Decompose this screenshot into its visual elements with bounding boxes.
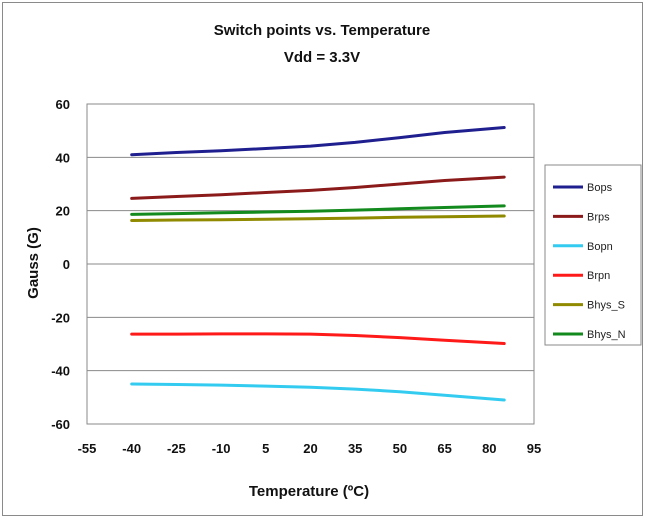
y-tick-label: 20 [56,204,70,219]
y-tick-label: 0 [63,257,70,272]
x-tick-labels: -55 -40 -25 -10 5 20 35 50 65 80 95 [78,441,542,456]
y-tick-label: -40 [51,364,70,379]
series-line-bhys-n [130,204,506,216]
legend-label: Brpn [587,270,610,282]
x-tick-label: 80 [482,441,496,456]
y-tick-label: 60 [56,97,70,112]
x-tick-label: 95 [527,441,541,456]
legend-label: Bopn [587,241,613,253]
y-tick-label: 40 [56,150,70,165]
x-tick-label: 20 [303,441,317,456]
x-tick-label: -55 [78,441,97,456]
x-tick-label: 65 [437,441,451,456]
x-tick-label: -10 [212,441,231,456]
x-tick-label: 35 [348,441,362,456]
series-line-brps [130,175,506,200]
legend-box [544,164,642,346]
legend-label: Bops [587,182,613,194]
y-axis-label: Gauss (G) [25,227,42,299]
legend: Bops Brps Bopn Brpn Bhys_S Bhys_N [553,182,626,341]
series-line-brpn [130,332,506,345]
y-tick-label: -60 [51,417,70,432]
x-axis-label: Temperature (ºC) [249,483,369,500]
legend-label: Brps [587,211,610,223]
chart-subtitle: Vdd = 3.3V [284,49,360,66]
chart-title: Switch points vs. Temperature [214,22,430,39]
y-tick-labels: 60 40 20 0 -20 -40 -60 [51,97,70,432]
y-tick-label: -20 [51,310,70,325]
legend-label: Bhys_N [587,329,626,341]
series-line-bops [130,126,506,157]
x-tick-label: -25 [167,441,186,456]
series-line-bhys-s [130,214,506,222]
x-tick-label: -40 [122,441,141,456]
x-tick-label: 50 [393,441,407,456]
x-tick-label: 5 [262,441,269,456]
series-lines [130,126,506,402]
series-line-bopn [130,382,506,402]
legend-label: Bhys_S [587,300,625,312]
